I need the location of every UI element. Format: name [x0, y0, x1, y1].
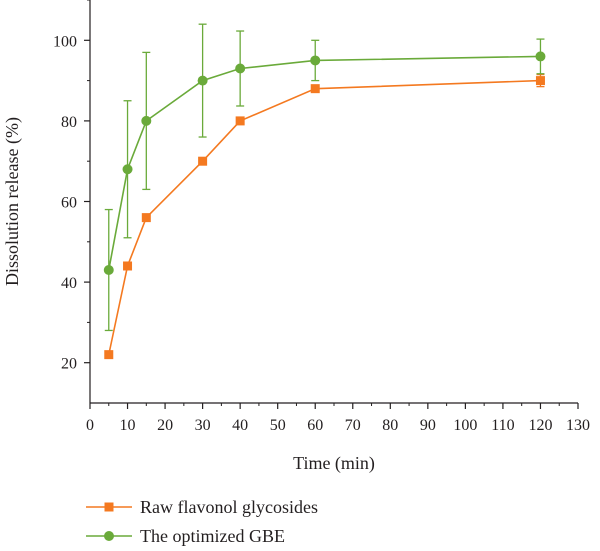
- y-tick-label: 20: [61, 356, 77, 373]
- x-tick-label: 120: [528, 417, 552, 434]
- data-point: [141, 115, 152, 126]
- legend-marker: [104, 531, 114, 541]
- data-point: [310, 55, 321, 66]
- x-tick-label: 90: [420, 417, 436, 434]
- x-tick-label: 20: [157, 417, 173, 434]
- data-point: [235, 63, 246, 74]
- y-tick-label: 60: [61, 195, 77, 212]
- x-tick-label: 10: [120, 417, 136, 434]
- y-tick-label: 40: [61, 275, 77, 292]
- y-axis-label: Dissolution release (%): [2, 117, 23, 286]
- y-tick-label: 100: [53, 33, 77, 50]
- x-tick-label: 70: [345, 417, 361, 434]
- series-line: [107, 79, 541, 355]
- data-point: [535, 76, 545, 86]
- data-point: [141, 213, 151, 223]
- x-tick-label: 100: [453, 417, 477, 434]
- legend: Raw flavonol glycosides The optimized GBE: [86, 497, 318, 546]
- x-tick-label: 50: [270, 417, 286, 434]
- x-tick-label: 80: [382, 417, 398, 434]
- y-axis-ticks: 20 40 60 80 100: [53, 0, 90, 373]
- x-tick-label: 30: [195, 417, 211, 434]
- y-tick-label: 80: [61, 114, 77, 131]
- plot-area: [103, 23, 546, 360]
- data-point: [104, 350, 114, 360]
- x-axis-ticks: 0 10 20 30 40 50 60 70 80 90 100 110 120 130: [86, 403, 590, 434]
- data-point: [535, 51, 546, 62]
- legend-item: Raw flavonol glycosides: [86, 497, 318, 517]
- legend-label: Raw flavonol glycosides: [140, 497, 318, 517]
- series-1: [104, 73, 545, 360]
- x-tick-label: 110: [491, 417, 514, 434]
- legend-label: The optimized GBE: [140, 526, 285, 546]
- data-point: [310, 84, 320, 94]
- data-point: [198, 156, 208, 166]
- x-tick-label: 0: [86, 417, 94, 434]
- x-tick-label: 40: [232, 417, 248, 434]
- x-tick-label: 60: [307, 417, 323, 434]
- data-point: [235, 116, 245, 126]
- series-2: [103, 23, 546, 332]
- x-axis-label: Time (min): [293, 453, 375, 474]
- data-point: [103, 265, 114, 276]
- x-tick-label: 130: [566, 417, 590, 434]
- legend-marker: [104, 502, 114, 512]
- data-point: [122, 164, 133, 175]
- data-point: [197, 75, 208, 86]
- data-point: [123, 261, 133, 271]
- legend-item: The optimized GBE: [86, 526, 285, 546]
